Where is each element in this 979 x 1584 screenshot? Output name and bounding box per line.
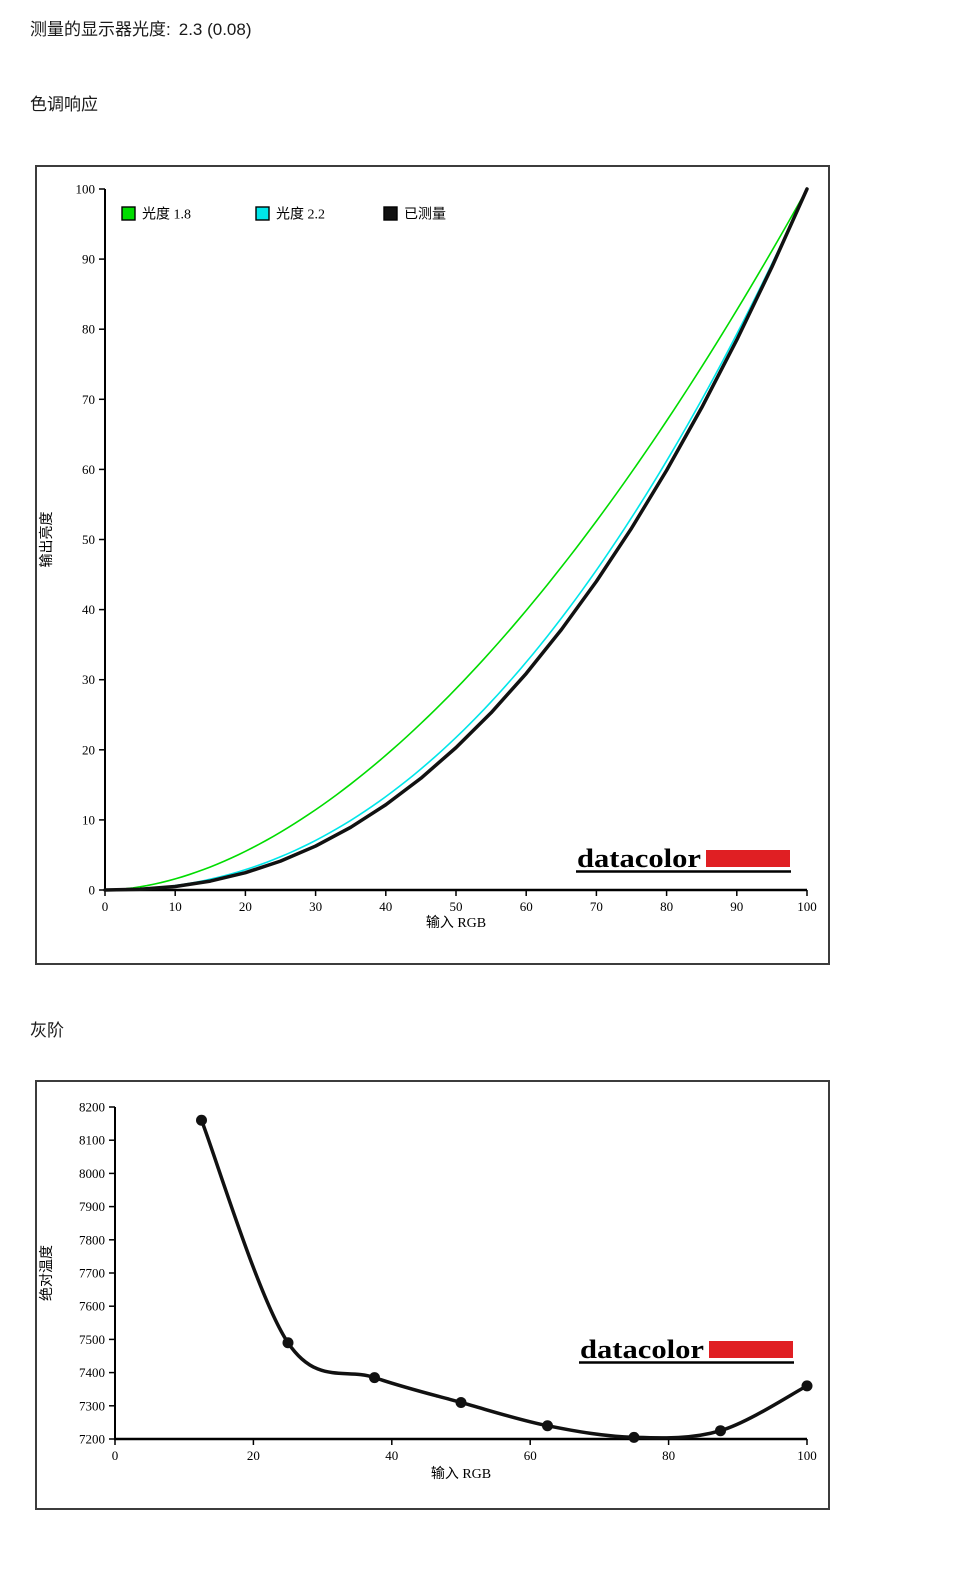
x-tick-label: 40 <box>385 1448 398 1463</box>
tone-response-chart-frame: 0 10 20 30 40 50 60 70 80 90 100 0 10 20 30 40 50 60 70 80 9… <box>35 165 830 965</box>
measured-gamma-value: 2.3 (0.08) <box>178 20 252 39</box>
y-tick-label: 7800 <box>79 1232 105 1247</box>
x-axis-title: 输入 RGB <box>431 1466 491 1482</box>
y-tick-label: 8100 <box>79 1133 105 1148</box>
y-ticks: 7200 7300 7400 7500 7600 7700 7800 7900 8000 8100… <box>79 1100 115 1447</box>
grayscale-plot: 0 20 40 60 80 100 7200 7300 7400 7500 7600 7700 7800… <box>39 1100 817 1483</box>
series-line-1 <box>104 188 808 891</box>
x-tick-label: 10 <box>169 899 182 914</box>
y-tick-label: 50 <box>82 532 95 547</box>
y-tick-label: 20 <box>82 742 95 757</box>
x-tick-label: 40 <box>379 899 392 914</box>
y-tick-label: 7700 <box>79 1266 105 1281</box>
series-1 <box>104 188 808 891</box>
y-tick-label: 8200 <box>79 1100 105 1115</box>
data-point-marker <box>455 1396 467 1408</box>
measured-gamma-label: 测量的显示器光度: <box>30 20 171 39</box>
axes <box>114 1107 807 1441</box>
x-tick-label: 20 <box>247 1448 260 1463</box>
y-tick-label: 7500 <box>79 1332 105 1347</box>
datacolor-logo-text: datacolor <box>577 844 701 873</box>
datacolor-logo: datacolor <box>579 1335 794 1364</box>
legend-swatch-0 <box>121 206 136 221</box>
legend-label-1: 光度 2.2 <box>276 207 325 223</box>
section-title-tone-response: 色调响应 <box>30 95 98 114</box>
y-tick-label: 10 <box>82 812 95 827</box>
measured-gamma-summary: 测量的显示器光度: 2.3 (0.08) <box>30 18 252 42</box>
x-tick-label: 80 <box>662 1448 675 1463</box>
x-tick-label: 90 <box>730 899 743 914</box>
data-point-marker <box>369 1372 380 1384</box>
x-tick-label: 0 <box>102 899 109 914</box>
y-axis-title: 输出亮度 <box>38 512 55 568</box>
data-point-marker <box>628 1431 640 1443</box>
x-ticks: 0 10 20 30 40 50 60 70 80 90 100 <box>102 890 817 914</box>
legend-label-0: 光度 1.8 <box>142 207 191 223</box>
datacolor-logo-bar <box>709 1341 793 1358</box>
series-line-0 <box>199 1118 809 1440</box>
axes <box>104 189 807 892</box>
x-tick-label: 60 <box>520 899 533 914</box>
x-tick-label: 0 <box>112 1448 119 1463</box>
data-point-marker <box>196 1114 207 1126</box>
y-tick-label: 7600 <box>79 1299 105 1314</box>
datacolor-logo-text: datacolor <box>580 1335 704 1364</box>
x-ticks: 0 20 40 60 80 100 <box>112 1439 817 1463</box>
x-tick-label: 60 <box>524 1448 537 1463</box>
y-tick-label: 7400 <box>79 1365 105 1380</box>
legend-swatch-2 <box>383 206 398 221</box>
x-tick-label: 30 <box>309 899 322 914</box>
x-axis-title: 输入 RGB <box>426 915 486 931</box>
section-title-grayscale: 灰阶 <box>30 1021 64 1040</box>
datacolor-logo-bar <box>706 850 790 867</box>
x-tick-label: 70 <box>590 899 603 914</box>
series-line-0 <box>104 188 808 891</box>
data-point-marker <box>282 1337 294 1349</box>
data-point-marker <box>801 1380 813 1392</box>
y-tick-label: 60 <box>82 462 95 477</box>
x-tick-label: 50 <box>450 899 463 914</box>
series-0 <box>196 1114 813 1443</box>
y-tick-label: 100 <box>76 182 96 197</box>
series-2 <box>103 187 809 892</box>
y-tick-label: 90 <box>82 252 95 267</box>
x-tick-label: 80 <box>660 899 673 914</box>
y-tick-label: 8000 <box>79 1166 105 1181</box>
x-tick-label: 100 <box>797 899 817 914</box>
y-tick-label: 7900 <box>79 1199 105 1214</box>
grayscale-chart-frame: 0 20 40 60 80 100 7200 7300 7400 7500 7600 7700 7800… <box>35 1080 830 1510</box>
y-axis-title: 绝对温度 <box>39 1245 55 1301</box>
data-point-marker <box>542 1420 553 1432</box>
y-tick-label: 7200 <box>79 1432 105 1447</box>
legend: 光度 1.8 光度 2.2 已测量 <box>121 206 446 223</box>
series-line-2 <box>103 187 809 892</box>
data-point-marker <box>715 1425 726 1437</box>
datacolor-logo: datacolor <box>576 844 791 873</box>
legend-label-2: 已测量 <box>404 207 446 223</box>
tone-response-plot: 0 10 20 30 40 50 60 70 80 90 100 0 10 20 30 40 50 60 70 80 9… <box>38 182 817 932</box>
legend-swatch-1 <box>255 206 270 221</box>
x-tick-label: 100 <box>797 1448 817 1463</box>
y-tick-label: 80 <box>82 322 95 337</box>
y-tick-label: 7300 <box>79 1398 105 1413</box>
series-0 <box>104 188 808 891</box>
x-tick-label: 20 <box>239 899 252 914</box>
y-ticks: 0 10 20 30 40 50 60 70 80 90 100 <box>76 182 105 898</box>
y-tick-label: 30 <box>82 672 95 687</box>
y-tick-label: 40 <box>82 602 95 617</box>
y-tick-label: 70 <box>82 392 95 407</box>
y-tick-label: 0 <box>89 883 96 898</box>
